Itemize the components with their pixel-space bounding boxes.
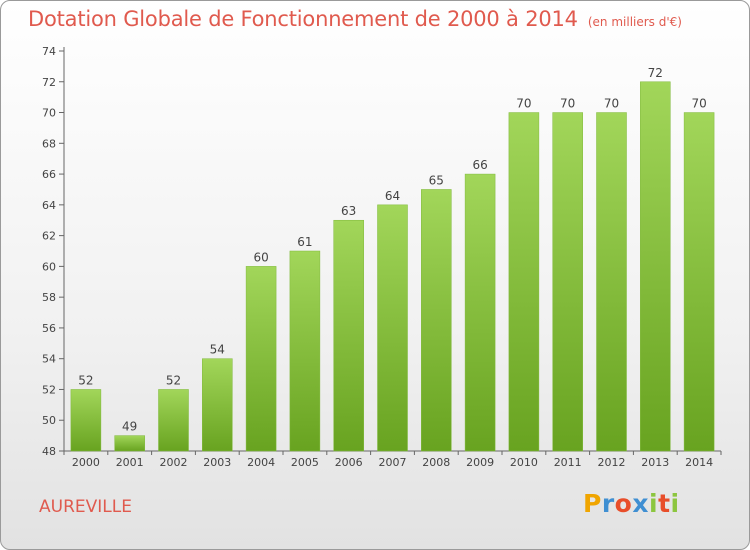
- bar-2001: [114, 435, 145, 452]
- y-tick-label: 64: [42, 199, 56, 212]
- data-label-2014: 70: [691, 97, 706, 111]
- data-label-2005: 61: [297, 235, 312, 249]
- bar-2014: [683, 112, 715, 452]
- data-label-2012: 70: [604, 97, 619, 111]
- y-tick-label: 74: [42, 45, 56, 58]
- data-label-2006: 63: [341, 204, 356, 218]
- x-tick-label-2005: 2005: [291, 456, 319, 469]
- y-tick-label: 62: [42, 230, 56, 243]
- logo-letter: i: [670, 489, 680, 518]
- x-tick-label-2007: 2007: [379, 456, 407, 469]
- x-tick-label-2010: 2010: [510, 456, 538, 469]
- bar-2009: [464, 173, 496, 452]
- x-tick-label-2003: 2003: [203, 456, 231, 469]
- x-tick-label-2014: 2014: [685, 456, 713, 469]
- data-label-2010: 70: [516, 97, 531, 111]
- y-tick-label: 50: [42, 414, 56, 427]
- x-tick-label-2002: 2002: [160, 456, 188, 469]
- data-label-2008: 65: [429, 173, 444, 187]
- x-tick-label-2004: 2004: [247, 456, 275, 469]
- bar-2004: [245, 266, 277, 452]
- chart-title: Dotation Globale de Fonctionnement de 20…: [28, 7, 682, 31]
- y-tick-label: 60: [42, 260, 56, 273]
- logo-letter: r: [601, 489, 615, 518]
- bar-2012: [596, 112, 627, 452]
- x-tick-label-2000: 2000: [72, 456, 100, 469]
- logo-letter: i: [649, 489, 659, 518]
- data-label-2003: 54: [210, 343, 225, 357]
- x-tick-label-2006: 2006: [335, 456, 363, 469]
- bar-2011: [552, 112, 583, 452]
- y-tick-label: 68: [42, 137, 56, 150]
- y-tick-label: 54: [42, 353, 56, 366]
- chart-bars: 52 49 52 54 60 61 63 64 65 66 70 70 70 72 70: [70, 66, 715, 452]
- chart-subtitle: (en milliers d'€): [587, 15, 682, 29]
- bar-2010: [508, 112, 540, 452]
- proxiti-logo: Proxiti: [583, 489, 680, 518]
- x-tick-label-2001: 2001: [116, 456, 144, 469]
- bar-2002: [158, 389, 189, 452]
- logo-letter: o: [614, 489, 633, 518]
- y-tick-label: 70: [42, 107, 56, 120]
- logo-letter: t: [658, 489, 671, 518]
- y-tick-label: 56: [42, 322, 56, 335]
- data-label-2011: 70: [560, 97, 575, 111]
- commune-name: AUREVILLE: [39, 497, 132, 517]
- logo-letter: P: [583, 489, 602, 518]
- bar-2003: [202, 358, 233, 452]
- y-tick-label: 72: [42, 76, 56, 89]
- bar-2008: [421, 189, 452, 452]
- chart-axes: 48 50 52 54 56 58 60 62 64 66 68 70 72 74 2000 2001 2002…: [42, 45, 722, 469]
- data-label-2009: 66: [472, 158, 487, 172]
- y-tick-label: 48: [42, 445, 56, 458]
- bar-2013: [640, 81, 671, 452]
- x-tick-label-2011: 2011: [554, 456, 582, 469]
- data-label-2004: 60: [253, 250, 268, 264]
- x-tick-label-2013: 2013: [641, 456, 669, 469]
- chart-title-text: Dotation Globale de Fonctionnement de 20…: [28, 7, 578, 31]
- x-tick-label-2012: 2012: [598, 456, 626, 469]
- logo-letter: x: [632, 489, 649, 518]
- data-label-2007: 64: [385, 189, 400, 203]
- y-tick-label: 52: [42, 383, 56, 396]
- data-label-2013: 72: [648, 66, 663, 80]
- data-label-2002: 52: [166, 373, 181, 387]
- bar-2000: [70, 389, 102, 452]
- y-tick-label: 58: [42, 291, 56, 304]
- data-label-2000: 52: [78, 373, 93, 387]
- data-label-2001: 49: [122, 420, 137, 434]
- x-tick-label-2008: 2008: [422, 456, 450, 469]
- x-tick-label-2009: 2009: [466, 456, 494, 469]
- y-tick-label: 66: [42, 168, 56, 181]
- bar-2006: [333, 219, 364, 452]
- bar-2007: [377, 204, 408, 452]
- bar-2005: [289, 250, 321, 452]
